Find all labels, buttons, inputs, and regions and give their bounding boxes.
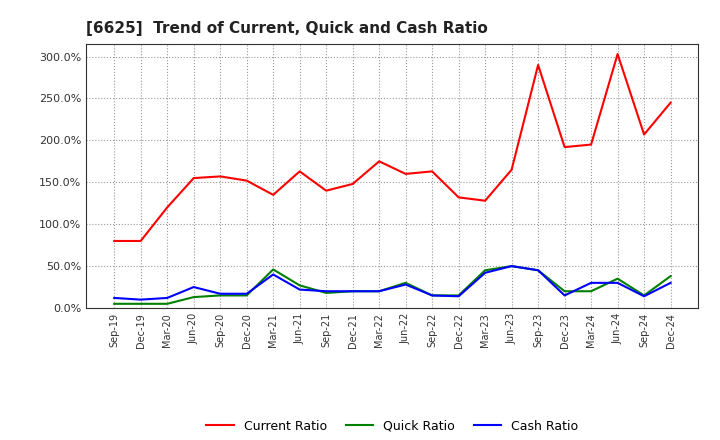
Current Ratio — [375, 159, 384, 164]
Cash Ratio — [295, 287, 304, 292]
Cash Ratio — [560, 293, 569, 298]
Quick Ratio — [348, 289, 357, 294]
Current Ratio — [534, 62, 542, 68]
Current Ratio — [269, 192, 277, 198]
Cash Ratio — [666, 280, 675, 286]
Cash Ratio — [348, 289, 357, 294]
Quick Ratio — [136, 301, 145, 306]
Quick Ratio — [613, 276, 622, 281]
Current Ratio — [666, 100, 675, 105]
Quick Ratio — [295, 283, 304, 288]
Cash Ratio — [508, 264, 516, 269]
Current Ratio — [348, 181, 357, 187]
Current Ratio — [428, 169, 436, 174]
Quick Ratio — [322, 290, 330, 296]
Quick Ratio — [375, 289, 384, 294]
Quick Ratio — [666, 274, 675, 279]
Current Ratio — [640, 132, 649, 137]
Cash Ratio — [136, 297, 145, 302]
Cash Ratio — [454, 293, 463, 299]
Quick Ratio — [640, 293, 649, 298]
Current Ratio — [295, 169, 304, 174]
Cash Ratio — [640, 293, 649, 299]
Quick Ratio — [269, 267, 277, 272]
Legend: Current Ratio, Quick Ratio, Cash Ratio: Current Ratio, Quick Ratio, Cash Ratio — [200, 414, 585, 439]
Quick Ratio — [401, 280, 410, 286]
Cash Ratio — [243, 291, 251, 297]
Current Ratio — [587, 142, 595, 147]
Current Ratio — [189, 176, 198, 181]
Quick Ratio — [587, 289, 595, 294]
Quick Ratio — [189, 294, 198, 300]
Quick Ratio — [216, 293, 225, 298]
Current Ratio — [110, 238, 119, 244]
Quick Ratio — [560, 289, 569, 294]
Line: Quick Ratio: Quick Ratio — [114, 266, 670, 304]
Cash Ratio — [322, 289, 330, 294]
Quick Ratio — [534, 268, 542, 273]
Current Ratio — [508, 167, 516, 172]
Text: [6625]  Trend of Current, Quick and Cash Ratio: [6625] Trend of Current, Quick and Cash … — [86, 21, 488, 36]
Quick Ratio — [110, 301, 119, 306]
Current Ratio — [454, 195, 463, 200]
Cash Ratio — [269, 272, 277, 277]
Cash Ratio — [110, 295, 119, 301]
Quick Ratio — [481, 268, 490, 273]
Cash Ratio — [216, 291, 225, 297]
Quick Ratio — [428, 293, 436, 298]
Current Ratio — [481, 198, 490, 203]
Cash Ratio — [401, 282, 410, 287]
Cash Ratio — [481, 270, 490, 275]
Cash Ratio — [428, 293, 436, 298]
Current Ratio — [613, 51, 622, 57]
Cash Ratio — [587, 280, 595, 286]
Current Ratio — [401, 171, 410, 176]
Line: Current Ratio: Current Ratio — [114, 54, 670, 241]
Cash Ratio — [375, 289, 384, 294]
Current Ratio — [560, 144, 569, 150]
Quick Ratio — [508, 264, 516, 269]
Cash Ratio — [189, 284, 198, 290]
Current Ratio — [136, 238, 145, 244]
Quick Ratio — [243, 293, 251, 298]
Cash Ratio — [613, 280, 622, 286]
Cash Ratio — [534, 268, 542, 273]
Quick Ratio — [454, 293, 463, 298]
Cash Ratio — [163, 295, 171, 301]
Current Ratio — [216, 174, 225, 179]
Line: Cash Ratio: Cash Ratio — [114, 266, 670, 300]
Current Ratio — [163, 205, 171, 210]
Current Ratio — [322, 188, 330, 193]
Current Ratio — [243, 178, 251, 183]
Quick Ratio — [163, 301, 171, 306]
